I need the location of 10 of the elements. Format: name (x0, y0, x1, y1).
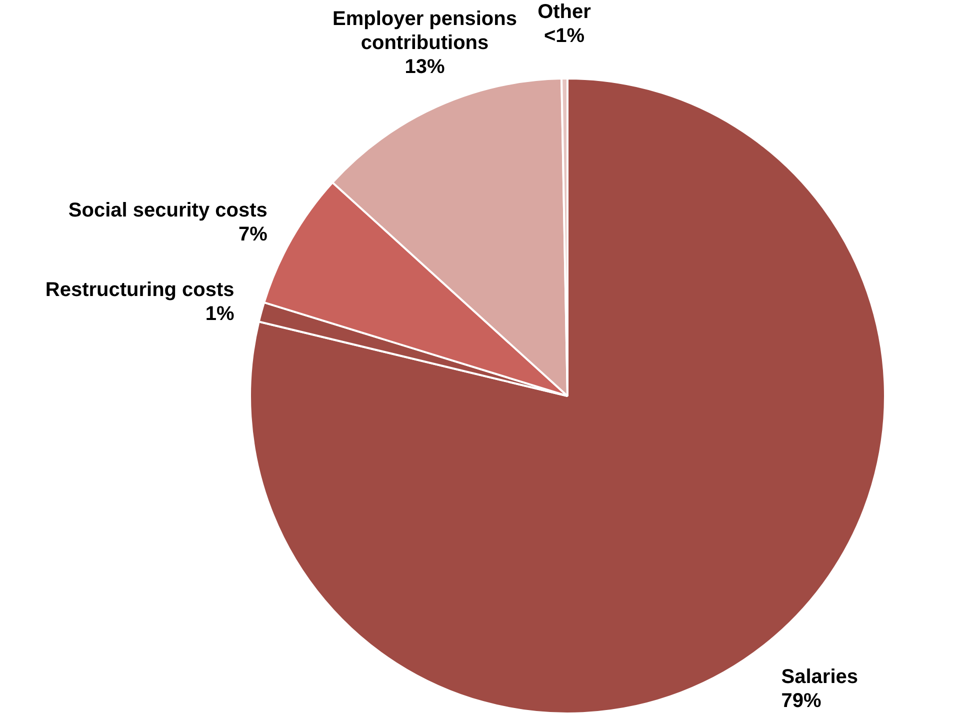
slice-label: Employer pensions contributions (332, 8, 517, 54)
slice-label: Restructuring costs (45, 279, 234, 302)
slice-label: Other (538, 1, 592, 24)
slice-label: Salaries (781, 666, 858, 688)
data-label: 7% (238, 223, 268, 246)
slice-label: Social security costs (68, 199, 268, 222)
data-label: <1% (544, 25, 585, 48)
data-label: 79% (781, 690, 822, 712)
data-label: 13% (404, 56, 445, 78)
data-label: 1% (205, 303, 235, 326)
